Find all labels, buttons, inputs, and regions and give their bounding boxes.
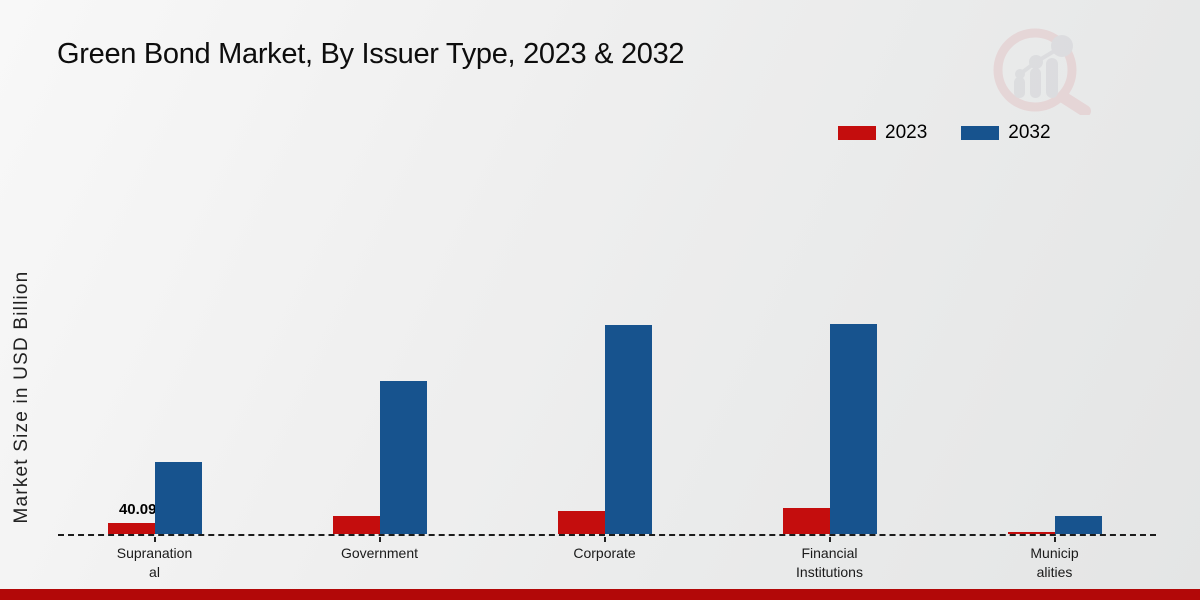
category-label-government: Government xyxy=(340,545,419,561)
legend-label: 2023 xyxy=(885,122,928,143)
magnifier-bar-chart-logo-icon xyxy=(993,28,1091,117)
category-label-corporate: Corporate xyxy=(573,545,636,561)
bar-2032-supranational xyxy=(154,461,202,534)
bar-group-financial-institutions xyxy=(717,319,942,534)
bar-2032-corporate xyxy=(604,325,652,534)
x-axis-labels: Supranation al Government Corporate Financi… xyxy=(42,537,1167,582)
plot-area: 40.09 xyxy=(42,319,1167,534)
x-axis-cell-supranational: Supranation al xyxy=(42,537,267,582)
x-axis-tick xyxy=(378,537,381,542)
bar-2023-supranational: 40.09 xyxy=(107,501,157,534)
x-axis-cell-municipalities: Municip alities xyxy=(942,537,1167,582)
chart-title: Green Bond Market, By Issuer Type, 2023 … xyxy=(57,38,685,70)
x-axis-tick xyxy=(1053,537,1056,542)
legend-swatch-2023 xyxy=(838,126,876,140)
bar-2032-municipalities xyxy=(1054,516,1102,534)
value-label-2023-supranational: 40.09 xyxy=(118,501,157,519)
x-axis-baseline xyxy=(58,534,1156,536)
category-label-financial-institutions: Financial Institutions xyxy=(796,545,863,580)
bar-2032-government xyxy=(379,381,427,534)
bar-2032-financial-institutions xyxy=(829,324,877,534)
legend-item-2023: 2023 xyxy=(838,122,927,144)
category-label-municipalities: Municip alities xyxy=(1030,545,1079,580)
bar-group-supranational: 40.09 xyxy=(42,319,267,534)
bar-2023-corporate xyxy=(557,510,605,534)
category-label-supranational: Supranation al xyxy=(116,545,193,580)
footer-red-bar xyxy=(0,589,1200,600)
x-axis-tick xyxy=(603,537,606,542)
mrfr-logo-watermark xyxy=(985,25,1095,117)
bar-group-municipalities xyxy=(942,319,1167,534)
legend-swatch-2032 xyxy=(961,126,1000,140)
bar-2023-financial-institutions xyxy=(782,507,830,534)
legend-label: 2032 xyxy=(1008,122,1051,143)
bar-group-government xyxy=(267,319,492,534)
x-axis-cell-government: Government xyxy=(267,537,492,582)
x-axis-cell-financial-institutions: Financial Institutions xyxy=(717,537,942,582)
bar-group-corporate xyxy=(492,319,717,534)
bar-2023-government xyxy=(332,516,380,534)
x-axis-tick xyxy=(153,537,156,542)
legend: 2023 2032 xyxy=(838,122,1051,144)
x-axis-cell-corporate: Corporate xyxy=(492,537,717,582)
y-axis-label: Market Size in USD Billion xyxy=(11,270,32,524)
legend-item-2032: 2032 xyxy=(961,122,1051,144)
bar-2023-municipalities xyxy=(1007,532,1055,534)
x-axis-tick xyxy=(828,537,831,542)
